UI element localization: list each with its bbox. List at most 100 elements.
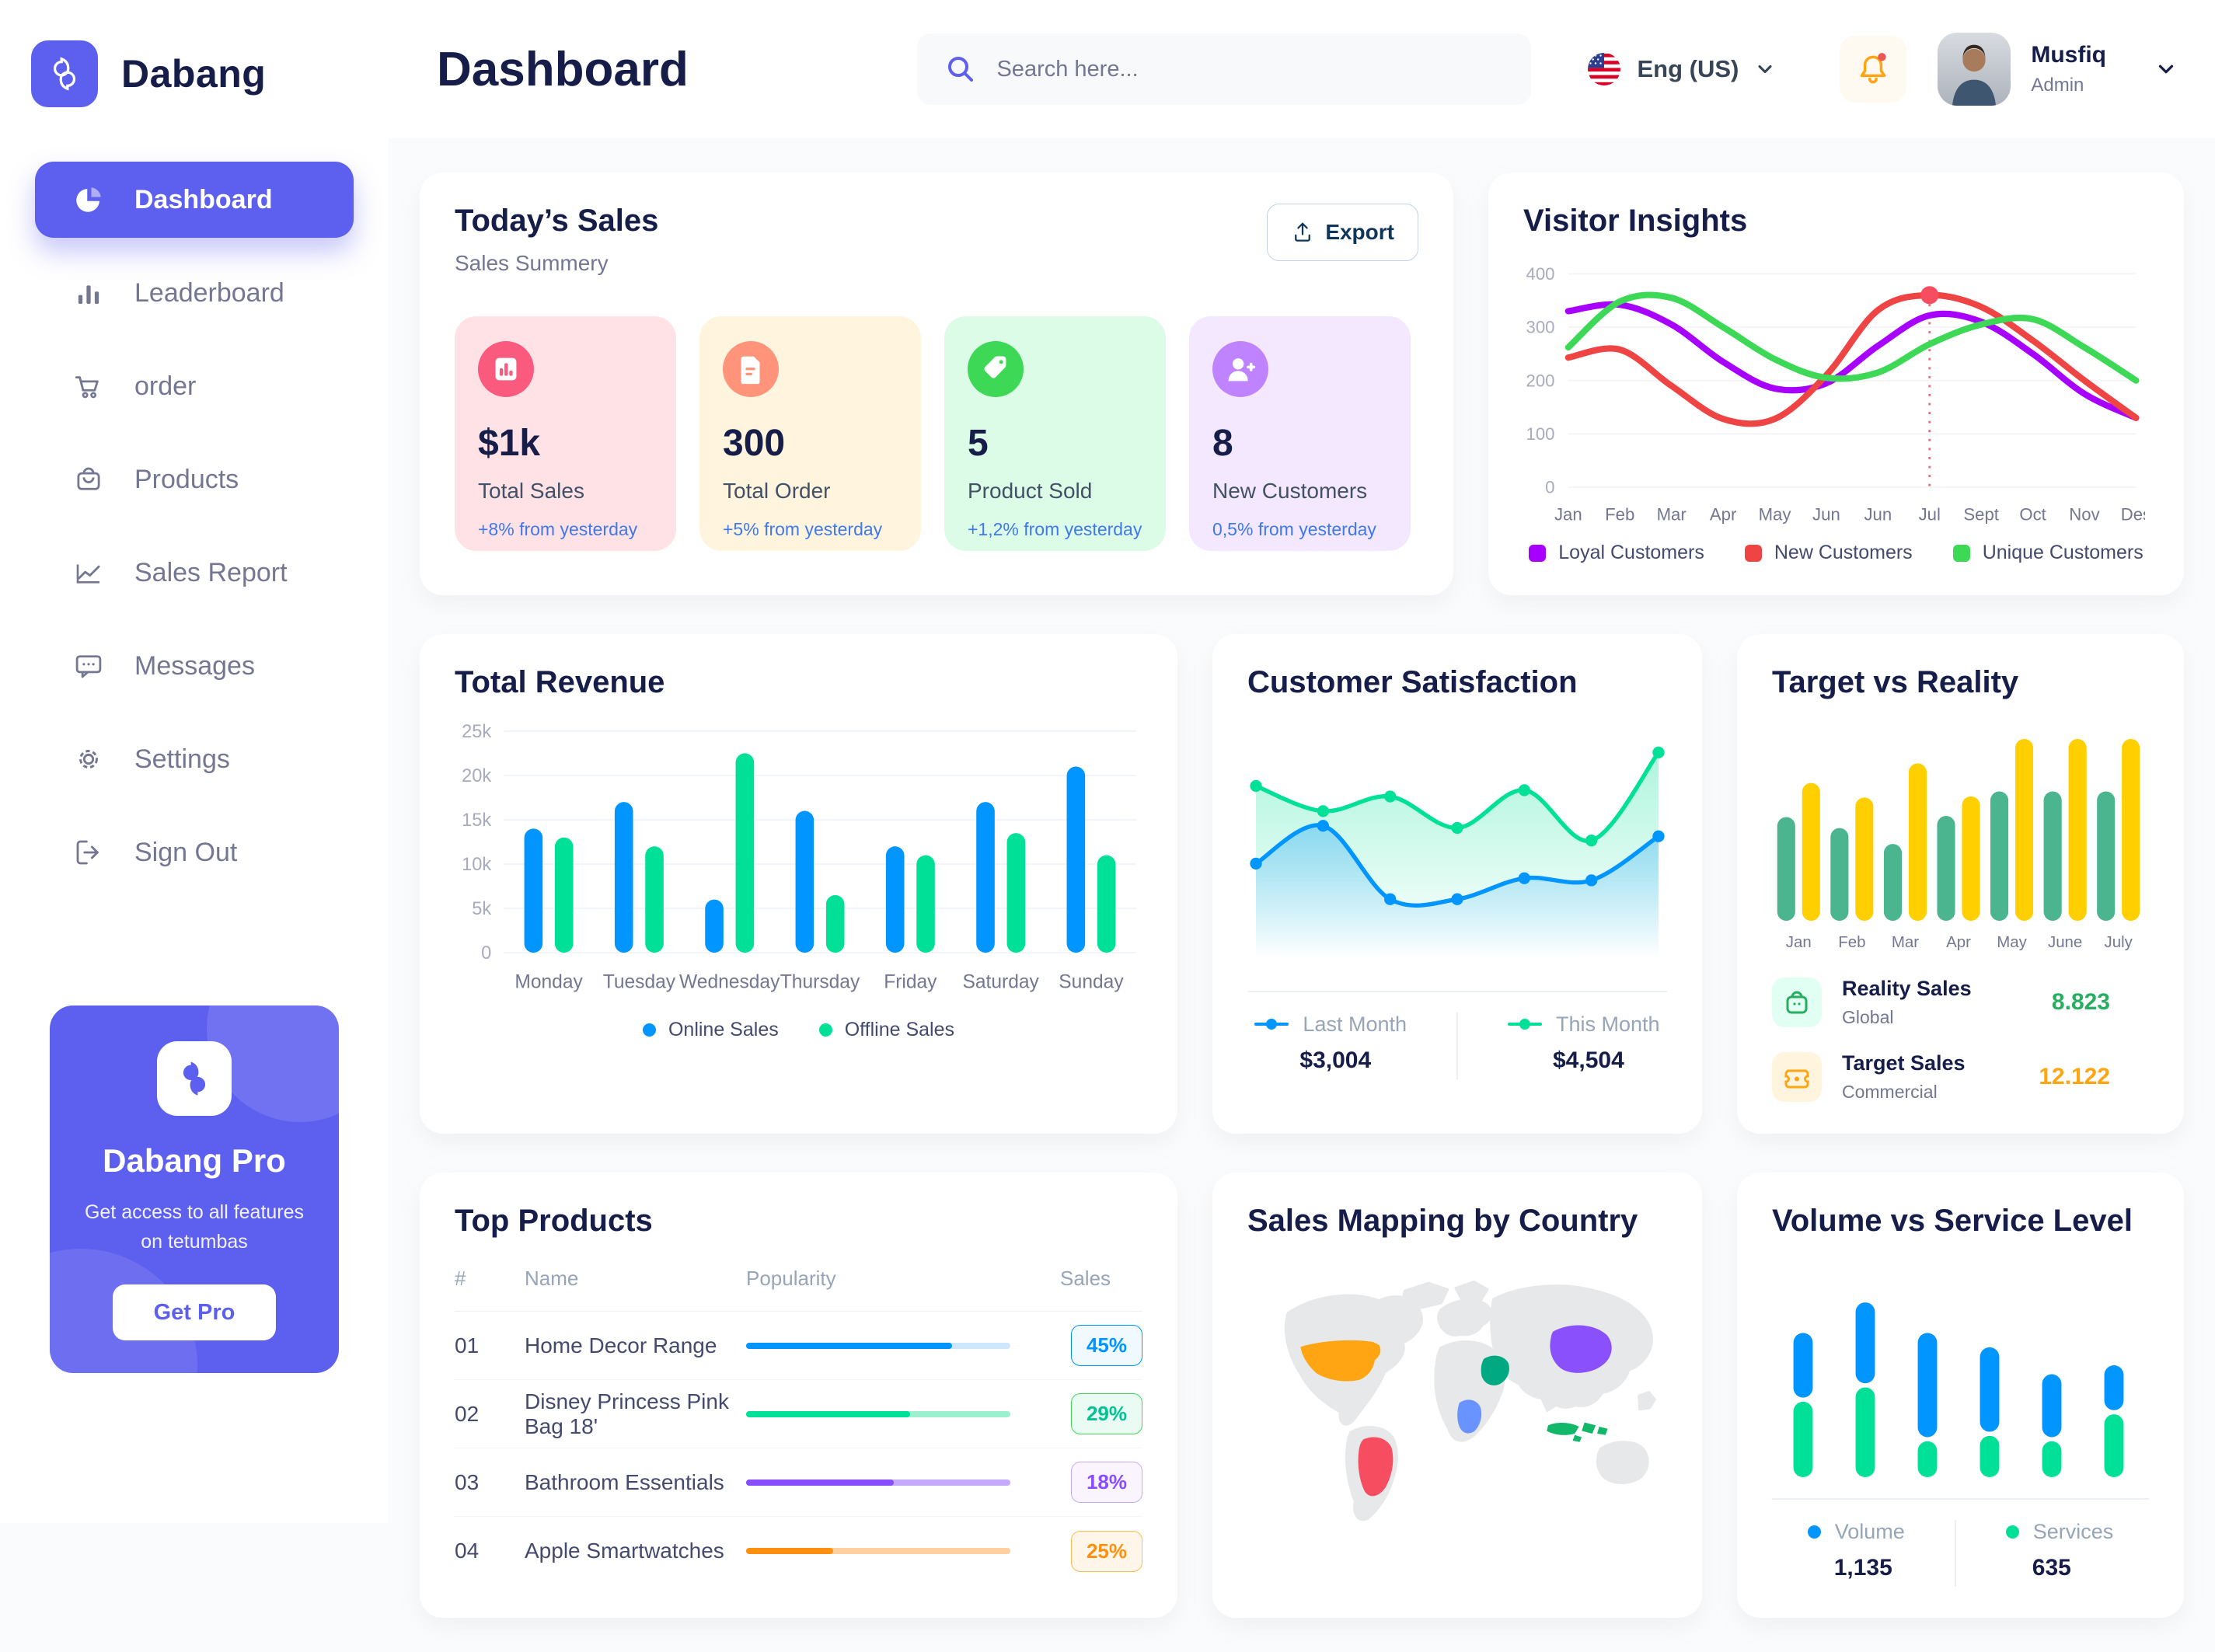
- total-revenue-legend: Online Sales Offline Sales: [455, 1019, 1142, 1041]
- chevron-down-icon: [2158, 64, 2174, 74]
- target-vs-reality-chart: Jan Feb Mar Apr May June July: [1772, 720, 2149, 953]
- sidebar-item-products[interactable]: Products: [35, 441, 354, 518]
- svg-text:5k: 5k: [472, 899, 491, 919]
- sidebar-item-label: Products: [134, 464, 239, 494]
- stat-label: Product Sold: [968, 479, 1093, 503]
- sidebar-item-label: Sales Report: [134, 557, 288, 587]
- country-indonesia[interactable]: [1547, 1422, 1608, 1442]
- top-products-header: # Name Popularity Sales: [455, 1267, 1142, 1312]
- stat-card[interactable]: 5 Product Sold +1,2% from yesterday: [944, 316, 1166, 551]
- visitor-insights-chart: 0 100 200 300 400 Jan Feb Mar Apr May Jun Jun Jul Sep…: [1523, 259, 2149, 531]
- svg-text:Sept: Sept: [1963, 504, 1999, 524]
- language-selector[interactable]: Eng (US): [1587, 52, 1776, 86]
- export-icon: [1295, 222, 1311, 242]
- legend-item: New Customers: [1744, 542, 1913, 564]
- user-info: Musfiq Admin: [2031, 42, 2106, 96]
- country-dr-congo[interactable]: [1457, 1399, 1482, 1434]
- sidebar-item-dashboard[interactable]: Dashboard: [35, 162, 354, 238]
- legend-value: 1,135: [1833, 1554, 1892, 1581]
- svg-text:Jan: Jan: [1554, 504, 1582, 524]
- svg-text:0: 0: [1545, 478, 1554, 497]
- sidebar-item-label: Leaderboard: [134, 277, 284, 308]
- tag-icon: [984, 356, 1006, 378]
- legend-item: Online Sales: [642, 1019, 779, 1041]
- app: Dabang Dashboard Leaderboard order Products…: [0, 0, 2215, 1587]
- cart-icon: [75, 376, 99, 399]
- sidebar-item-leaderboard[interactable]: Leaderboard: [35, 255, 354, 331]
- country-china[interactable]: [1550, 1325, 1612, 1373]
- sales-badge: 25%: [1071, 1530, 1142, 1572]
- file-icon: [741, 356, 760, 385]
- svg-text:100: 100: [1526, 424, 1555, 444]
- stat-card[interactable]: 8 New Customers 0,5% from yesterday: [1189, 316, 1411, 551]
- svg-text:Saturday: Saturday: [962, 971, 1039, 992]
- sales-badge: 29%: [1071, 1393, 1142, 1434]
- country-united-states[interactable]: [1300, 1340, 1381, 1382]
- sidebar-item-settings[interactable]: Settings: [35, 721, 354, 797]
- stat-delta: +8% from yesterday: [478, 519, 638, 539]
- visitor-insights-legend: Loyal Customers New Customers Unique Custo…: [1523, 542, 2149, 564]
- legend-value: 12.122: [2039, 1064, 2110, 1089]
- svg-text:June: June: [2048, 933, 2082, 951]
- sidebar-item-sales-report[interactable]: Sales Report: [35, 535, 354, 611]
- product-name: Disney Princess Pink Bag 18': [525, 1389, 729, 1438]
- search-bar[interactable]: [917, 33, 1532, 105]
- sidebar-item-label: Messages: [134, 650, 255, 681]
- svg-text:May: May: [1997, 933, 2027, 951]
- today-sales-title: Today’s Sales: [455, 204, 659, 238]
- legend-item: Target Sales Commercial 12.122: [1772, 1051, 2149, 1103]
- search-input[interactable]: [996, 56, 1505, 82]
- svg-text:20k: 20k: [462, 766, 491, 786]
- content: Today’s Sales Sales Summery Export $1k To…: [389, 138, 2215, 1652]
- language-label: Eng (US): [1637, 55, 1739, 82]
- customer-satisfaction-title: Customer Satisfaction: [1247, 665, 1578, 699]
- notifications-button[interactable]: [1840, 36, 1907, 103]
- volume-vs-service-legend: Volume 1,135 Services 635: [1772, 1519, 2149, 1587]
- sidebar: Dabang Dashboard Leaderboard order Products…: [0, 0, 389, 1523]
- product-name: Apple Smartwatches: [525, 1539, 724, 1563]
- gear-icon: [79, 750, 98, 768]
- svg-text:400: 400: [1526, 264, 1555, 284]
- today-sales-subtitle: Sales Summery: [455, 251, 609, 275]
- pro-subtitle: Get access to all features on tetumbas: [84, 1201, 305, 1253]
- chart-icon: [495, 357, 517, 381]
- svg-text:Jan: Jan: [1786, 933, 1812, 951]
- bar-chart-icon: [78, 285, 99, 304]
- target-vs-reality-legend: Reality Sales Global 8.823 Target Sales Comm…: [1772, 977, 2149, 1103]
- stat-label: New Customers: [1212, 479, 1368, 503]
- user-menu[interactable]: Musfiq Admin: [1938, 33, 2178, 106]
- total-revenue-card: Total Revenue 0 5k 10k 15k 20k 25k Monday Tuesd…: [420, 634, 1177, 1134]
- svg-text:0: 0: [481, 943, 491, 964]
- stat-value: $1k: [478, 423, 541, 464]
- svg-text:25k: 25k: [462, 722, 491, 742]
- table-row[interactable]: 03 Bathroom Essentials 18%: [455, 1448, 1142, 1517]
- svg-text:Sunday: Sunday: [1059, 971, 1124, 992]
- export-button[interactable]: Export: [1267, 204, 1418, 261]
- country-brazil[interactable]: [1358, 1437, 1394, 1497]
- table-row[interactable]: 01 Home Decor Range 45%: [455, 1312, 1142, 1380]
- brand-logo-icon: [31, 40, 98, 107]
- topbar: Dashboard: [389, 0, 2215, 138]
- table-row[interactable]: 04 Apple Smartwatches 25%: [455, 1517, 1142, 1585]
- legend-item: Offline Sales: [818, 1019, 954, 1041]
- stat-card[interactable]: $1k Total Sales +8% from yesterday: [455, 316, 676, 551]
- sidebar-item-order[interactable]: order: [35, 348, 354, 424]
- stat-value: 300: [723, 423, 786, 464]
- sidebar-item-messages[interactable]: Messages: [35, 628, 354, 704]
- get-pro-button[interactable]: Get Pro: [113, 1284, 276, 1340]
- pie-chart-icon: [76, 187, 101, 212]
- country-saudi-arabia[interactable]: [1481, 1355, 1509, 1385]
- table-row[interactable]: 02 Disney Princess Pink Bag 18' 29%: [455, 1380, 1142, 1448]
- svg-text:15k: 15k: [462, 810, 491, 831]
- legend-value: 635: [2032, 1554, 2071, 1581]
- stat-card[interactable]: 300 Total Order +5% from yesterday: [699, 316, 921, 551]
- pro-title: Dabang Pro: [103, 1142, 286, 1179]
- bag-icon: [1786, 991, 1808, 1014]
- search-icon: [948, 57, 974, 82]
- line-chart-icon: [76, 564, 100, 584]
- sidebar-item-sign-out[interactable]: Sign Out: [35, 814, 354, 890]
- legend-item: Loyal Customers: [1529, 542, 1704, 564]
- product-rank: 02: [455, 1401, 480, 1426]
- svg-text:Friday: Friday: [884, 971, 937, 992]
- svg-text:Apr: Apr: [1946, 933, 1971, 951]
